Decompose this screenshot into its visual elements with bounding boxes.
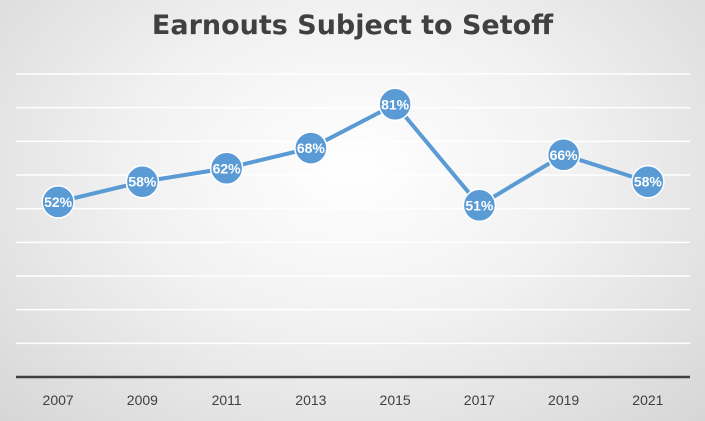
data-point-marker — [294, 131, 328, 165]
x-tick-label: 2015 — [380, 392, 411, 408]
data-point-marker — [546, 138, 581, 172]
series: 52% 58% 62% 68% 81% 51% 66% 58% — [41, 87, 665, 223]
x-tick-label: 2021 — [632, 392, 663, 408]
data-point-marker — [41, 185, 75, 219]
data-label: 52% — [44, 194, 73, 210]
x-tick-label: 2017 — [464, 392, 495, 408]
data-point-marker — [209, 151, 244, 186]
data-point-marker — [462, 188, 497, 223]
chart-title: Earnouts Subject to Setoff — [151, 10, 554, 41]
data-point-marker — [378, 87, 412, 122]
data-point-marker — [631, 164, 665, 199]
data-label: 58% — [128, 174, 157, 190]
data-label: 66% — [550, 147, 579, 163]
x-axis: 2007 2009 2011 2013 2015 2017 2019 2021 — [16, 375, 690, 408]
data-label: 58% — [634, 174, 663, 190]
data-label: 68% — [297, 140, 326, 156]
x-tick-label: 2011 — [212, 392, 242, 408]
gridlines — [16, 73, 690, 345]
data-label: 51% — [465, 197, 494, 213]
data-point-marker — [125, 164, 160, 199]
data-label: 62% — [213, 160, 242, 176]
x-tick-label: 2007 — [43, 392, 74, 408]
x-tick-label: 2009 — [127, 392, 158, 408]
data-label: 81% — [381, 96, 410, 112]
x-tick-label: 2013 — [295, 392, 326, 408]
x-tick-label: 2019 — [548, 392, 579, 408]
